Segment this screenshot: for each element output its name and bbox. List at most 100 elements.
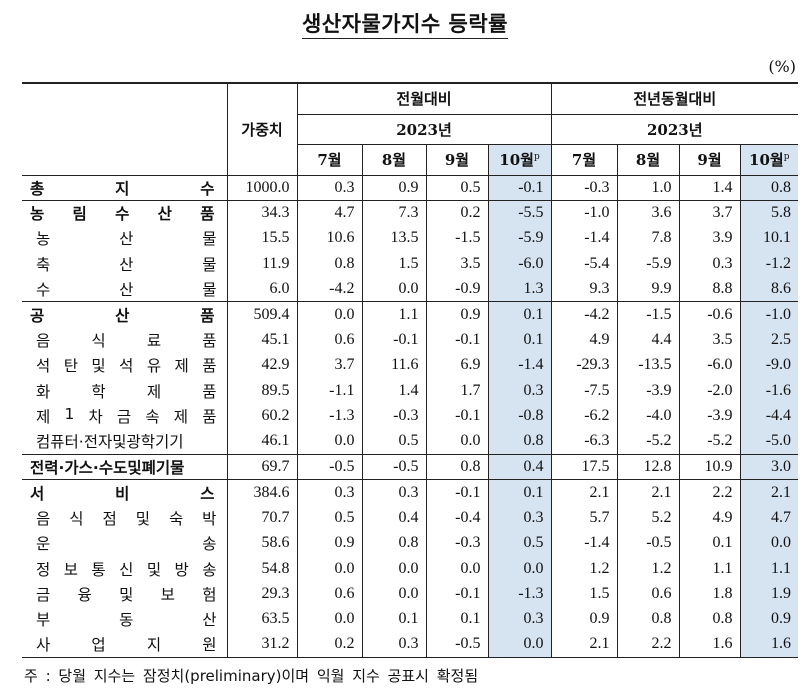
row-label-char: 품 — [200, 205, 215, 224]
mom-cell: 0.0 — [425, 428, 488, 455]
row-label-char: 산 — [119, 255, 134, 274]
header-month: 8월 — [361, 144, 426, 175]
row-label-char: 신 — [119, 560, 134, 579]
mom-cell: -5.9 — [487, 225, 552, 252]
header-month-prelim: 10월p — [487, 144, 552, 175]
row-label-char: 금 — [36, 585, 51, 604]
row-label-char: 품 — [202, 382, 217, 401]
mom-cell: 1.1 — [361, 301, 426, 328]
header-month: 7월 — [550, 144, 618, 175]
mom-cell: 0.8 — [361, 530, 426, 556]
mom-cell: 10.6 — [296, 225, 362, 252]
yoy-cell: 3.6 — [616, 199, 680, 226]
row-label-char: 1 — [64, 405, 75, 424]
mom-cell: 0.2 — [425, 199, 488, 226]
mom-cell: 0.8 — [296, 251, 362, 277]
yoy-cell: 0.3 — [678, 251, 741, 277]
weight-cell: 6.0 — [226, 276, 297, 302]
row-label-char: 품 — [202, 408, 217, 427]
yoy-cell: 8.8 — [678, 276, 741, 302]
table-row: 공 산 품 509.4 0.0 1.1 0.9 0.1 -4.2 -1.5 -0.6 -1.0 — [22, 301, 799, 328]
row-label-char: 물 — [202, 281, 217, 299]
yoy-cell: 1.6 — [678, 632, 741, 658]
mom-cell: 0.9 — [361, 174, 426, 201]
row-label-char: 속 — [145, 408, 160, 427]
yoy-cell: -0.3 — [550, 174, 618, 201]
mom-cell: -0.1 — [361, 327, 426, 353]
yoy-cell: 0.9 — [550, 606, 618, 633]
page-title: 생산자물가지수 등락률 — [0, 8, 810, 39]
yoy-cell: -6.0 — [678, 352, 741, 379]
yoy-cell: 12.8 — [616, 453, 680, 480]
row-label-char: 림 — [72, 205, 87, 224]
mom-cell: -1.5 — [425, 225, 488, 252]
row-label-char: 제 — [146, 382, 162, 401]
mom-cell: 0.3 — [296, 174, 362, 201]
row-label-char: 산 — [157, 205, 172, 224]
yoy-cell: 4.7 — [739, 505, 799, 531]
mom-cell: 0.9 — [425, 301, 488, 328]
header-blank-2 — [22, 114, 227, 144]
header-yoy: 전년동월대비 — [550, 82, 799, 115]
table-row: 금 융 및 보 험 29.3 0.6 0.0 -0.1 -1.3 1.5 0.6 1.8 1.9 — [22, 581, 799, 607]
yoy-cell: -5.0 — [739, 428, 799, 455]
row-label-char: 지 — [115, 179, 130, 198]
mom-cell: 0.9 — [296, 530, 362, 556]
table-row: 전력·가스·수도및폐기물 69.7 -0.5 -0.5 0.8 0.4 17.5 12.8 10… — [22, 453, 799, 480]
yoy-cell: -5.2 — [616, 428, 680, 455]
yoy-cell: 2.1 — [616, 479, 680, 506]
row-label-char: 산 — [202, 611, 217, 630]
table-row: 총 지 수 1000.0 0.3 0.9 0.5 -0.1 -0.3 1.0 1.4 0.8 — [22, 174, 799, 201]
weight-cell: 509.4 — [226, 301, 297, 328]
row-label-char: 방 — [174, 560, 189, 579]
mom-cell: 6.9 — [425, 352, 488, 379]
row-label-char: 탄 — [63, 357, 78, 376]
mom-cell: 0.3 — [487, 378, 552, 404]
yoy-cell: -5.9 — [616, 251, 680, 277]
mom-cell: 0.3 — [296, 479, 362, 506]
weight-cell: 15.5 — [226, 225, 297, 252]
mom-cell: 0.0 — [296, 606, 362, 633]
row-label-char: 정 — [36, 560, 51, 579]
yoy-cell: 1.1 — [678, 555, 741, 582]
mom-cell: 0.4 — [361, 505, 426, 531]
yoy-cell: 0.8 — [678, 606, 741, 633]
mom-cell: -0.1 — [487, 174, 552, 201]
mom-cell: -0.5 — [296, 453, 362, 480]
yoy-cell: 1.9 — [739, 581, 799, 607]
yoy-cell: 1.6 — [739, 632, 799, 658]
row-label-char: 보 — [160, 585, 175, 604]
mom-cell: 0.3 — [487, 505, 552, 531]
yoy-cell: 2.1 — [550, 632, 618, 658]
row-label-char: 수 — [36, 281, 51, 299]
header-year-mom: 2023년 — [296, 114, 552, 145]
yoy-cell: -2.0 — [678, 378, 741, 404]
mom-cell: 0.6 — [296, 581, 362, 607]
yoy-cell: 2.5 — [739, 327, 799, 353]
row-label-char: 수 — [115, 205, 130, 224]
mom-cell: 0.6 — [296, 327, 362, 353]
yoy-cell: 0.0 — [739, 530, 799, 556]
yoy-cell: 1.5 — [550, 581, 618, 607]
yoy-cell: 4.9 — [678, 505, 741, 531]
mom-cell: -0.5 — [425, 632, 488, 658]
row-label-char: 료 — [146, 332, 162, 351]
yoy-cell: 9.3 — [550, 276, 618, 302]
row-label-char: 축 — [36, 255, 51, 274]
mom-cell: 0.5 — [361, 428, 426, 455]
weight-cell: 70.7 — [226, 505, 297, 531]
mom-cell: -0.1 — [425, 403, 488, 429]
mom-cell: 0.1 — [361, 606, 426, 633]
row-label-char: 컴퓨터·전자및광학기기 — [36, 433, 184, 452]
yoy-cell: 0.8 — [739, 174, 799, 201]
row-label-char: 및 — [119, 585, 134, 604]
row-label-char: 및 — [146, 560, 162, 579]
yoy-cell: -4.2 — [550, 301, 618, 328]
row-label-char: 제 — [173, 408, 189, 427]
